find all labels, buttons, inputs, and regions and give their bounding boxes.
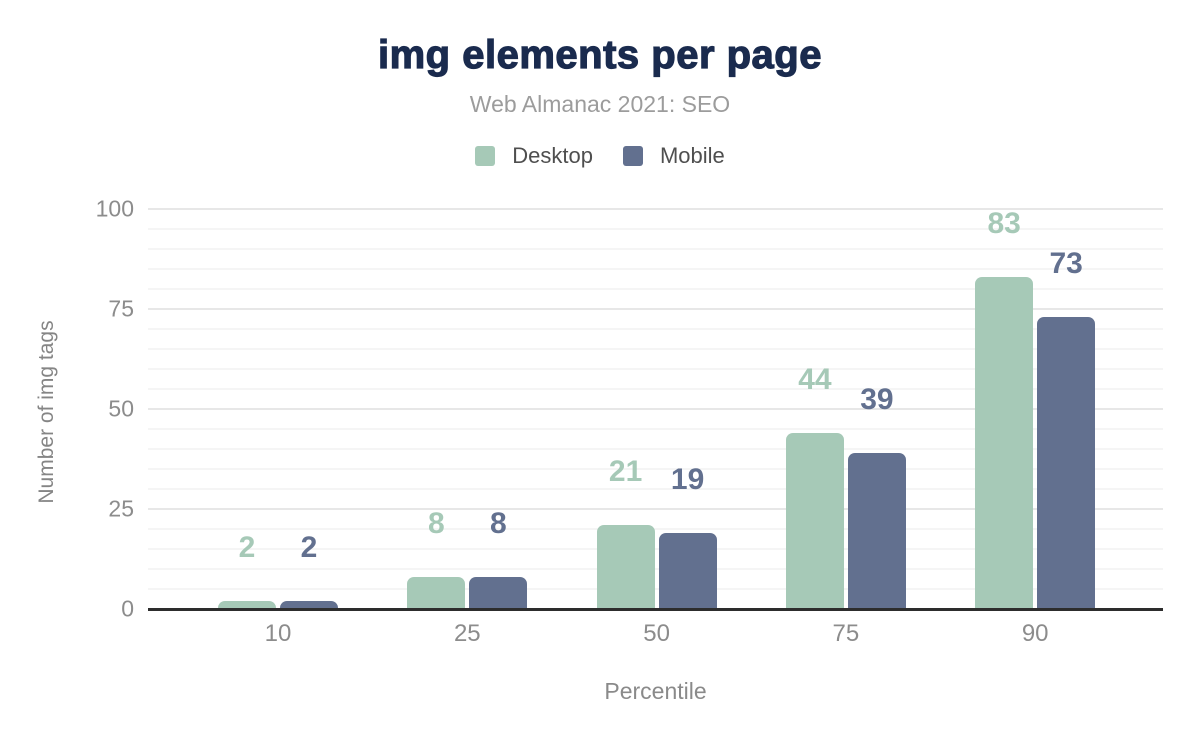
x-tick-label-75: 75: [832, 620, 860, 647]
value-label-mobile-75: 39: [860, 383, 894, 416]
minor-gridline: [148, 348, 1163, 350]
minor-gridline: [148, 568, 1163, 570]
mobile-series-swatch: [622, 146, 643, 166]
minor-gridline: [148, 468, 1163, 470]
bar-desktop-25: [407, 577, 466, 609]
value-label-desktop-25: 8: [427, 507, 445, 540]
minor-gridline: [148, 268, 1163, 270]
y-axis-tick-labels: 0 25 50 75 100: [0, 197, 134, 620]
legend-item-desktop: Desktop: [475, 143, 593, 169]
minor-gridline: [148, 228, 1163, 230]
value-label-mobile-25: 8: [489, 507, 507, 540]
legend: Desktop Mobile: [0, 143, 1200, 169]
minor-gridline: [148, 548, 1163, 550]
y-tick-label: 25: [108, 495, 134, 522]
value-label-mobile-10: 2: [300, 531, 318, 564]
bar-desktop-10: [218, 601, 276, 609]
y-tick-label: 50: [108, 395, 134, 422]
bar-mobile-25: [469, 577, 528, 609]
bar-desktop-75: [785, 433, 844, 609]
minor-gridline: [148, 488, 1163, 490]
bar-group-75: 44 39: [785, 209, 906, 609]
bar-mobile-90: [1037, 317, 1096, 609]
bar-mobile-50: [658, 533, 717, 609]
bar-mobile-10: [280, 601, 338, 609]
y-tick-label: 75: [108, 295, 134, 322]
value-label-mobile-50: 19: [670, 463, 705, 496]
value-label-desktop-50: 21: [608, 455, 643, 488]
chart-subtitle: Web Almanac 2021: SEO: [469, 91, 731, 117]
x-tick-label-25: 25: [453, 620, 481, 647]
major-gridline: [148, 408, 1163, 410]
bar-desktop-90: [975, 277, 1034, 609]
bar-mobile-75: [847, 453, 906, 609]
minor-gridline: [148, 328, 1163, 330]
desktop-series-swatch: [475, 146, 496, 166]
desktop-series-label: Desktop: [512, 143, 593, 168]
major-gridline: [148, 508, 1163, 510]
bar-group-90: 83 73: [975, 207, 1096, 609]
value-label-desktop-10: 2: [238, 531, 256, 564]
value-label-desktop-90: 83: [987, 207, 1021, 240]
bar-group-50: 21 19: [596, 209, 717, 609]
minor-gridline: [148, 368, 1163, 370]
x-axis-tick-labels: 10 25 50 75 90: [148, 620, 1163, 650]
chart-title: img elements per page: [377, 32, 822, 77]
major-gridline: [148, 308, 1163, 310]
minor-gridline: [148, 588, 1163, 590]
value-label-mobile-90: 73: [1049, 247, 1083, 280]
x-tick-label-50: 50: [643, 620, 670, 647]
legend-item-mobile: Mobile: [622, 143, 725, 169]
minor-gridline: [148, 528, 1163, 530]
x-axis-title: Percentile: [604, 678, 707, 704]
minor-gridline: [148, 248, 1163, 250]
x-tick-label-90: 90: [1021, 620, 1049, 647]
minor-gridline: [148, 388, 1163, 390]
value-label-desktop-75: 44: [798, 363, 832, 396]
y-tick-label: 0: [121, 595, 134, 622]
x-tick-label-10: 10: [264, 620, 292, 647]
y-tick-label: 100: [95, 195, 134, 222]
minor-gridline: [148, 428, 1163, 430]
major-gridline: [148, 208, 1163, 210]
minor-gridline: [148, 288, 1163, 290]
mobile-series-label: Mobile: [659, 143, 725, 168]
minor-gridline: [148, 448, 1163, 450]
plot-area: 2 2 8 8 21 19 44 39 83 73: [148, 207, 1163, 611]
bar-desktop-50: [596, 525, 655, 609]
